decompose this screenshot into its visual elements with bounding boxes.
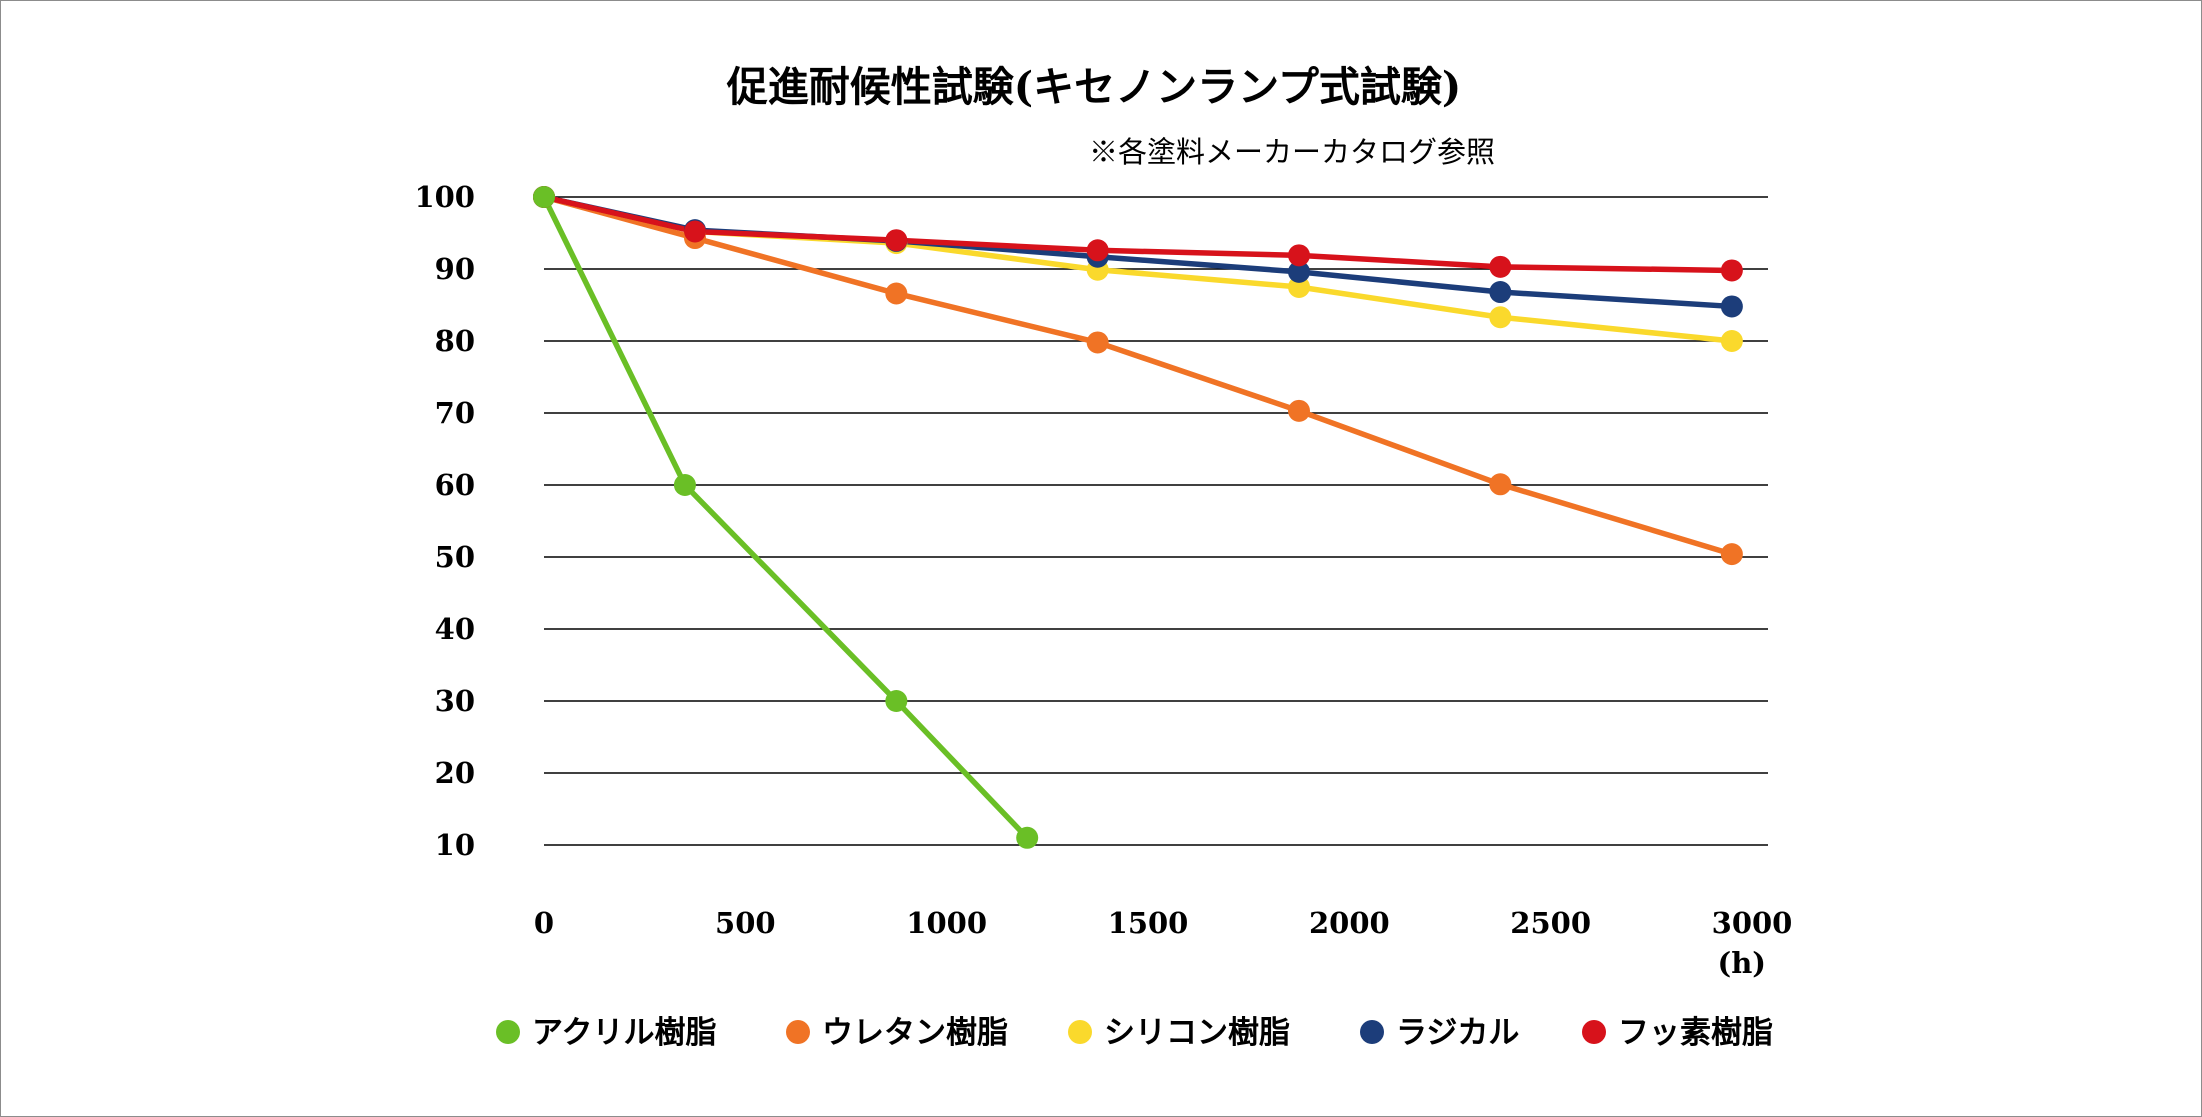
data-point bbox=[1288, 399, 1310, 422]
series-line bbox=[541, 194, 1030, 841]
y-tick-label: 70 bbox=[435, 396, 475, 430]
chart-title: 促進耐候性試験(キセノンランプ式試験) bbox=[726, 63, 1462, 111]
data-point bbox=[1720, 330, 1743, 352]
y-tick-label: 30 bbox=[435, 684, 475, 718]
legend-marker bbox=[1360, 1020, 1384, 1044]
data-point bbox=[1288, 276, 1310, 298]
legend-marker bbox=[1068, 1020, 1092, 1044]
y-tick-label: 100 bbox=[414, 180, 475, 214]
x-tick-label: 3000 bbox=[1712, 906, 1793, 940]
series-lines bbox=[533, 186, 1743, 849]
y-tick-label: 60 bbox=[435, 468, 475, 502]
data-point bbox=[1489, 473, 1512, 496]
y-tick-label: 90 bbox=[435, 252, 475, 286]
x-axis-ticks: 0 500 1000 1500 2000 2500 3000 bbox=[534, 906, 1792, 940]
x-tick-label: 500 bbox=[715, 906, 776, 940]
legend-item: フッ素樹脂 bbox=[1582, 1015, 1773, 1051]
data-point bbox=[1086, 239, 1109, 262]
data-point bbox=[684, 220, 706, 243]
x-tick-label: 2000 bbox=[1309, 906, 1390, 940]
series-markers-0 bbox=[533, 186, 1039, 849]
data-point bbox=[885, 229, 908, 252]
data-point bbox=[1288, 260, 1310, 283]
y-axis-ticks: 10 20 30 40 50 60 70 80 90 100 bbox=[414, 180, 475, 862]
data-point bbox=[673, 474, 696, 496]
x-tick-label: 2500 bbox=[1510, 906, 1591, 940]
data-point bbox=[885, 690, 908, 712]
legend-label: ラジカル bbox=[1396, 1015, 1519, 1051]
legend-marker bbox=[496, 1020, 520, 1044]
x-tick-label: 1000 bbox=[906, 906, 987, 940]
data-point bbox=[1489, 255, 1512, 278]
x-tick-label: 0 bbox=[534, 906, 554, 940]
y-tick-label: 40 bbox=[435, 612, 475, 646]
data-point bbox=[1720, 543, 1743, 566]
legend: アクリル樹脂 ウレタン樹脂 シリコン樹脂 ラジカル フッ素樹脂 bbox=[496, 1015, 1773, 1051]
x-axis-unit-label: (h) bbox=[1717, 946, 1766, 980]
data-point bbox=[1016, 826, 1039, 849]
x-tick-label: 1500 bbox=[1108, 906, 1189, 940]
data-point bbox=[1086, 331, 1109, 354]
y-tick-label: 50 bbox=[435, 540, 475, 574]
legend-item: アクリル樹脂 bbox=[496, 1015, 716, 1051]
data-point bbox=[1489, 306, 1512, 329]
data-point bbox=[533, 186, 555, 208]
legend-marker bbox=[1582, 1020, 1606, 1044]
data-point bbox=[1720, 259, 1743, 282]
y-tick-label: 10 bbox=[435, 828, 475, 862]
legend-item: シリコン樹脂 bbox=[1068, 1015, 1290, 1051]
data-point bbox=[1288, 244, 1310, 267]
grid-lines bbox=[544, 196, 1768, 846]
chart-subtitle: ※各塗料メーカーカタログ参照 bbox=[1089, 135, 1495, 169]
legend-label: ウレタン樹脂 bbox=[822, 1015, 1008, 1051]
series-0 bbox=[541, 194, 1030, 841]
legend-label: アクリル樹脂 bbox=[532, 1015, 716, 1051]
data-point bbox=[1489, 281, 1512, 304]
legend-marker bbox=[786, 1020, 810, 1044]
legend-label: シリコン樹脂 bbox=[1104, 1015, 1290, 1051]
data-point bbox=[885, 282, 908, 305]
legend-item: ラジカル bbox=[1360, 1015, 1519, 1051]
y-tick-label: 80 bbox=[435, 324, 475, 358]
data-point bbox=[1720, 295, 1743, 318]
y-tick-label: 20 bbox=[435, 756, 475, 790]
legend-item: ウレタン樹脂 bbox=[786, 1015, 1008, 1051]
legend-label: フッ素樹脂 bbox=[1618, 1015, 1773, 1051]
